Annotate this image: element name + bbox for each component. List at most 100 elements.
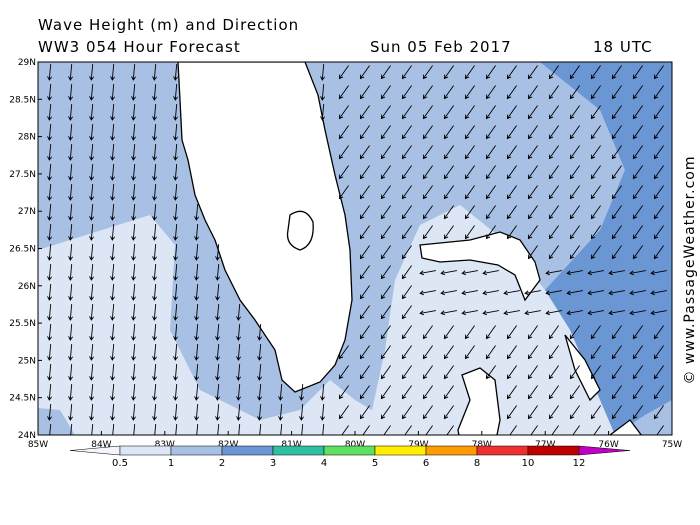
- wave-arrow: [173, 363, 179, 381]
- wave-arrow: [422, 405, 433, 420]
- wave-arrow: [587, 290, 604, 296]
- wave-arrow: [569, 245, 580, 260]
- wave-arrow: [236, 383, 242, 401]
- wave-arrow: [68, 283, 74, 301]
- wave-arrow: [590, 365, 601, 380]
- wave-arrow: [443, 185, 454, 200]
- wave-arrow: [401, 145, 412, 160]
- wave-arrow: [650, 270, 667, 276]
- wave-arrow: [482, 270, 499, 276]
- wave-arrow: [47, 403, 53, 421]
- wave-arrow: [236, 303, 242, 321]
- wave-arrow: [338, 165, 349, 180]
- wave-arrow: [527, 405, 538, 420]
- wave-arrow: [110, 283, 116, 301]
- wave-arrow: [131, 123, 137, 141]
- wave-arrow: [422, 65, 433, 80]
- wave-arrow: [506, 205, 517, 220]
- wave-arrow: [482, 290, 499, 296]
- wave-arrow: [173, 143, 179, 161]
- colorbar-label: 1: [168, 458, 174, 469]
- wave-arrow: [506, 345, 517, 360]
- wave-arrow: [443, 225, 454, 240]
- wave-arrow: [632, 365, 643, 380]
- wave-arrow: [110, 303, 116, 321]
- forecast: WW3 054 Hour Forecast: [38, 38, 241, 56]
- wave-arrow: [280, 423, 283, 435]
- wave-arrow: [632, 145, 643, 160]
- wave-arrow: [359, 185, 370, 200]
- colorbar-label: 3: [270, 458, 276, 469]
- wave-arrow: [89, 243, 95, 261]
- wave-arrow: [611, 345, 622, 360]
- wave-arrow: [301, 423, 304, 435]
- wave-arrow: [360, 425, 370, 435]
- wave-arrow: [152, 363, 158, 381]
- wave-arrow: [461, 290, 478, 296]
- wave-arrow: [110, 403, 116, 421]
- wave-arrow: [548, 185, 559, 200]
- wave-arrow: [608, 310, 625, 316]
- wave-arrow: [359, 325, 370, 340]
- colorbar: 0.5 1 2 3 4 5 6 8 10 12: [69, 445, 631, 469]
- wave-arrow: [401, 65, 412, 80]
- wave-arrow: [485, 145, 496, 160]
- wave-arrow: [89, 303, 95, 321]
- wave-arrow: [47, 323, 53, 341]
- wave-arrow: [215, 263, 221, 281]
- wave-arrow: [653, 65, 664, 80]
- wave-arrow: [217, 423, 220, 435]
- wave-arrow: [257, 383, 263, 401]
- wave-arrow: [173, 223, 179, 241]
- wave-arrow: [152, 103, 158, 121]
- wave-arrow: [443, 345, 454, 360]
- wave-arrow: [423, 425, 433, 435]
- wave-arrow: [68, 143, 74, 161]
- wave-arrow: [566, 270, 583, 276]
- lon-label: 79W: [408, 440, 428, 450]
- wave-arrow: [590, 185, 601, 200]
- lon-label: 77W: [535, 440, 555, 450]
- wave-arrow: [236, 403, 242, 421]
- wave-arrow: [653, 385, 664, 400]
- wave-arrow: [112, 423, 115, 435]
- wave-arrow: [380, 85, 391, 100]
- wave-arrow: [110, 143, 116, 161]
- wave-arrow: [359, 85, 370, 100]
- wave-arrow: [653, 365, 664, 380]
- wave-arrow: [380, 245, 391, 260]
- wave-arrow: [359, 205, 370, 220]
- wave-arrow: [632, 65, 643, 80]
- wave-arrow: [591, 425, 601, 435]
- lat-label: 27.5N: [9, 170, 36, 180]
- wave-arrow: [215, 383, 221, 401]
- wave-arrow: [47, 123, 53, 141]
- wave-arrow: [629, 290, 646, 296]
- wave-arrow: [545, 270, 562, 276]
- wave-arrow: [548, 385, 559, 400]
- wave-arrow: [110, 383, 116, 401]
- wave-arrow: [653, 165, 664, 180]
- wave-arrow: [173, 323, 179, 341]
- wave-arrow: [650, 310, 667, 316]
- wave-arrow: [401, 205, 412, 220]
- wave-arrow: [47, 183, 53, 201]
- wave-arrow: [359, 105, 370, 120]
- wave-arrow: [320, 63, 326, 81]
- wave-arrow: [632, 385, 643, 400]
- wave-arrow: [131, 283, 137, 301]
- wave-arrow: [653, 105, 664, 120]
- wave-arrow: [548, 405, 559, 420]
- wave-arrow: [110, 83, 116, 101]
- wave-arrow: [401, 405, 412, 420]
- wave-arrow: [338, 145, 349, 160]
- wave-arrow: [443, 125, 454, 140]
- wave-arrow: [422, 145, 433, 160]
- wave-arrow: [548, 345, 559, 360]
- andros: [457, 367, 501, 435]
- wave-arrow: [359, 145, 370, 160]
- lake-okeechobee: [286, 210, 314, 251]
- wave-arrow: [359, 245, 370, 260]
- wave-arrow: [440, 310, 457, 316]
- wave-arrow: [608, 290, 625, 296]
